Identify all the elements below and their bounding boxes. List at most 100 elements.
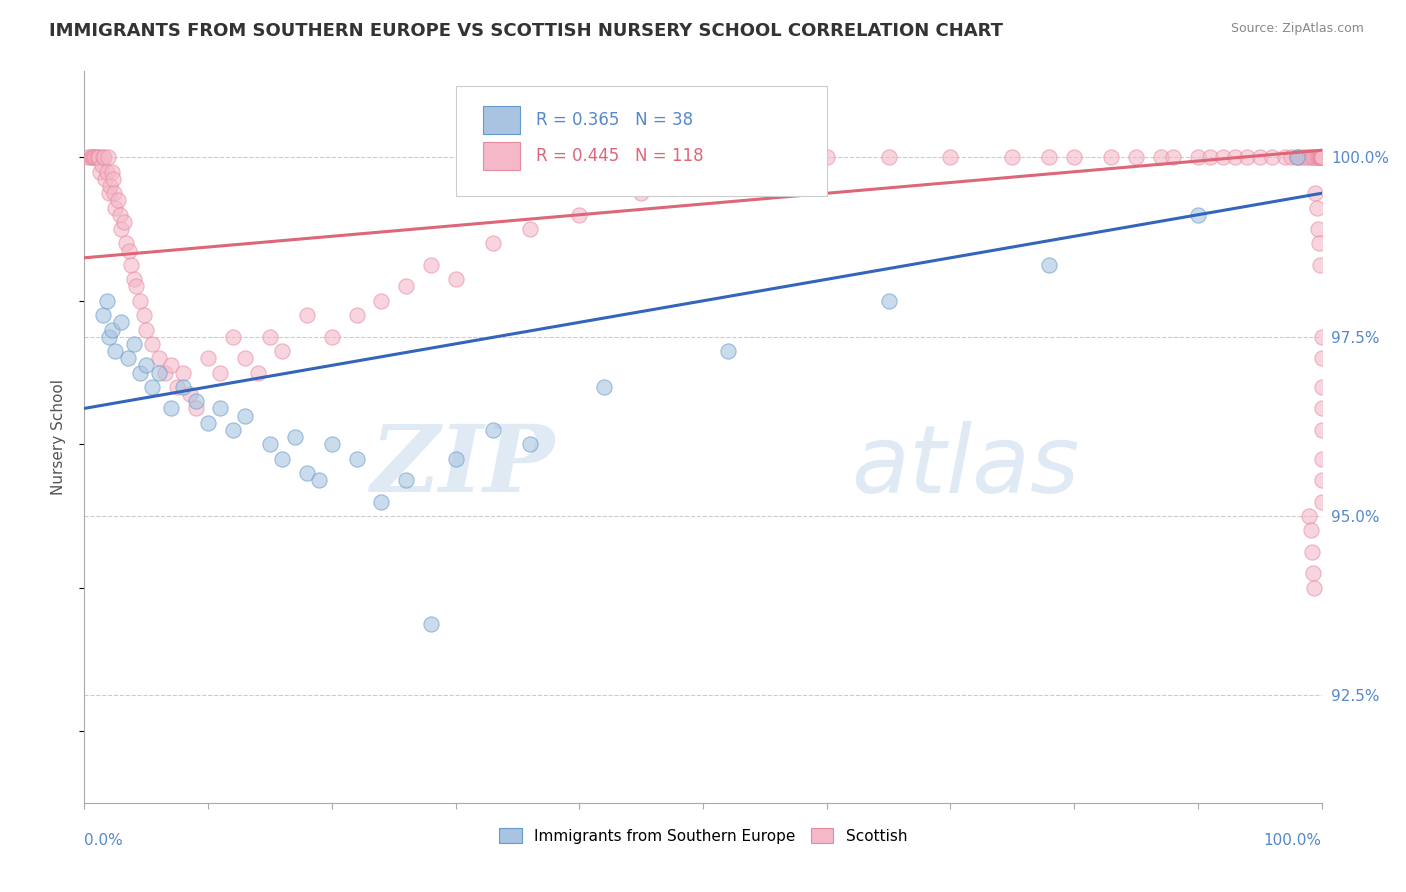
Point — [184, 394, 207, 409]
Point — [1285, 150, 1308, 164]
Point — [630, 186, 652, 201]
Point — [1279, 150, 1302, 164]
Point — [444, 272, 467, 286]
Point — [1063, 150, 1085, 164]
Point — [692, 179, 714, 194]
Point — [1212, 150, 1234, 164]
Point — [1298, 508, 1320, 523]
Point — [1310, 150, 1333, 164]
Point — [1187, 208, 1209, 222]
Point — [107, 194, 129, 208]
Point — [166, 380, 188, 394]
Point — [1295, 150, 1317, 164]
Point — [1274, 150, 1296, 164]
Point — [419, 258, 441, 272]
Point — [1310, 351, 1333, 366]
Point — [184, 401, 207, 416]
Point — [1302, 566, 1324, 581]
Point — [593, 380, 616, 394]
Point — [1306, 222, 1329, 236]
Point — [1292, 150, 1315, 164]
Text: R = 0.445   N = 118: R = 0.445 N = 118 — [536, 147, 703, 165]
Point — [1306, 150, 1329, 164]
Point — [100, 322, 122, 336]
Point — [90, 158, 112, 172]
FancyBboxPatch shape — [456, 86, 827, 195]
Point — [89, 150, 111, 164]
Point — [93, 150, 115, 164]
Point — [481, 423, 503, 437]
Point — [1301, 150, 1323, 164]
Point — [321, 329, 343, 343]
Point — [1310, 423, 1333, 437]
Point — [1309, 150, 1331, 164]
Point — [395, 279, 418, 293]
Point — [197, 351, 219, 366]
Text: Source: ZipAtlas.com: Source: ZipAtlas.com — [1230, 22, 1364, 36]
Point — [96, 165, 118, 179]
Point — [1310, 380, 1333, 394]
Legend: Immigrants from Southern Europe, Scottish: Immigrants from Southern Europe, Scottis… — [492, 822, 914, 850]
Point — [100, 165, 122, 179]
Point — [568, 208, 591, 222]
Point — [1099, 150, 1122, 164]
Point — [815, 150, 838, 164]
Point — [259, 437, 281, 451]
Point — [1305, 150, 1327, 164]
Point — [1285, 150, 1308, 164]
Point — [1309, 150, 1331, 164]
Point — [120, 258, 142, 272]
Point — [172, 366, 194, 380]
Point — [148, 351, 170, 366]
Point — [419, 616, 441, 631]
Point — [1305, 186, 1327, 201]
Point — [110, 222, 132, 236]
Text: IMMIGRANTS FROM SOUTHERN EUROPE VS SCOTTISH NURSERY SCHOOL CORRELATION CHART: IMMIGRANTS FROM SOUTHERN EUROPE VS SCOTT… — [49, 22, 1004, 40]
Point — [1302, 150, 1324, 164]
Point — [160, 401, 183, 416]
Point — [129, 366, 152, 380]
Point — [939, 150, 962, 164]
Point — [91, 150, 114, 164]
Text: 100.0%: 100.0% — [1264, 833, 1322, 848]
Point — [179, 387, 201, 401]
Point — [97, 150, 120, 164]
Point — [141, 380, 163, 394]
Point — [1199, 150, 1222, 164]
Point — [104, 201, 127, 215]
Point — [1249, 150, 1271, 164]
Point — [122, 336, 145, 351]
Point — [1150, 150, 1173, 164]
Point — [82, 150, 104, 164]
Point — [717, 344, 740, 359]
Point — [1125, 150, 1147, 164]
Point — [1288, 150, 1310, 164]
Point — [1310, 473, 1333, 487]
Point — [135, 359, 157, 373]
Point — [1310, 150, 1333, 164]
Point — [754, 165, 776, 179]
Point — [1308, 236, 1330, 251]
Point — [98, 179, 121, 194]
Point — [233, 409, 256, 423]
Point — [481, 236, 503, 251]
Point — [98, 186, 121, 201]
Point — [79, 150, 101, 164]
Point — [1310, 329, 1333, 343]
Point — [346, 451, 368, 466]
Text: atlas: atlas — [852, 421, 1080, 512]
Point — [172, 380, 194, 394]
Point — [118, 244, 141, 258]
Point — [370, 494, 392, 508]
Point — [1310, 494, 1333, 508]
Point — [84, 150, 107, 164]
Point — [153, 366, 176, 380]
Point — [103, 186, 125, 201]
Point — [160, 359, 183, 373]
Point — [233, 351, 256, 366]
Point — [129, 293, 152, 308]
Point — [321, 437, 343, 451]
Point — [1299, 524, 1322, 538]
Point — [89, 165, 111, 179]
Point — [222, 329, 245, 343]
